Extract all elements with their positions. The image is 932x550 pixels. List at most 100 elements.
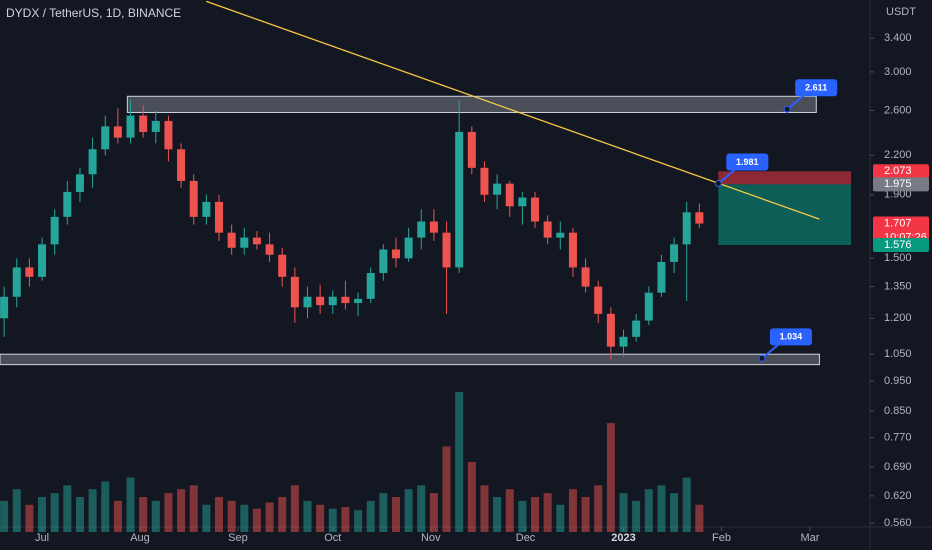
volume-bar: [391, 497, 400, 532]
x-tick-label: Jul: [35, 532, 49, 544]
x-tick-label: Dec: [516, 532, 536, 544]
callout-point: [758, 354, 766, 362]
volume-bar: [164, 493, 173, 532]
volume-bar: [25, 504, 34, 532]
candle-body: [38, 244, 47, 277]
candle-body: [0, 296, 9, 319]
candle-body: [101, 126, 110, 150]
x-tick-label: Feb: [712, 532, 731, 544]
y-tick-label: 2.200: [884, 149, 912, 161]
x-tick-label: Nov: [421, 532, 441, 544]
volume-bar: [619, 493, 628, 532]
zone: [126, 95, 817, 113]
callout-box: [769, 328, 812, 346]
volume-bar: [189, 485, 198, 532]
callout-point: [783, 105, 791, 113]
callout-box: [726, 153, 769, 171]
volume-bar: [177, 489, 186, 532]
candle-body: [151, 120, 160, 132]
y-tick-label: 0.850: [884, 405, 912, 417]
candle-body: [391, 249, 400, 259]
target-zone: [718, 184, 852, 246]
candle-body: [240, 237, 249, 248]
candle-body: [429, 221, 438, 233]
candle-body: [657, 261, 666, 293]
y-tick-label: 1.900: [884, 189, 912, 201]
candle-body: [202, 201, 211, 217]
x-tick-label: 2023: [611, 532, 635, 544]
callout-point: [714, 180, 722, 188]
stop-zone: [718, 171, 852, 185]
price-tag-label: 1.975: [884, 178, 912, 190]
x-tick-label: Aug: [130, 532, 150, 544]
y-tick-label: 0.950: [884, 375, 912, 387]
price-tag: [873, 177, 929, 192]
volume-bar: [404, 489, 413, 532]
volume-bar: [556, 504, 565, 532]
volume-bar: [543, 493, 552, 532]
candle-body: [543, 221, 552, 238]
volume-bar: [632, 500, 641, 532]
volume-bar: [101, 481, 110, 532]
price-tag: [873, 216, 929, 245]
volume-bar: [12, 489, 21, 532]
volume-bar: [316, 504, 325, 532]
volume-bar: [0, 500, 9, 532]
volume-bar: [518, 500, 527, 532]
volume-bar: [695, 504, 704, 532]
candle-body: [25, 267, 34, 277]
candle-body: [695, 212, 704, 224]
volume-bar: [227, 500, 236, 532]
y-axis-label: USDT: [886, 6, 916, 18]
price-tag: [873, 238, 929, 253]
candle-body: [177, 149, 186, 181]
candle-body: [568, 232, 577, 268]
volume-bar: [455, 392, 464, 532]
y-tick-label: 1.350: [884, 281, 912, 293]
volume-bar: [328, 508, 337, 532]
candle-body: [113, 126, 122, 138]
candle-body: [303, 296, 312, 308]
volume-bar: [505, 489, 514, 532]
x-tick-label: Sep: [228, 532, 248, 544]
candle-body: [556, 232, 565, 238]
y-tick-label: 1.050: [884, 348, 912, 360]
candle-body: [619, 336, 628, 347]
volume-bar: [670, 493, 679, 532]
volume-bar: [682, 477, 691, 532]
candle-body: [417, 221, 426, 238]
candle-body: [531, 197, 540, 222]
candle-body: [164, 120, 173, 150]
candle-body: [341, 296, 350, 304]
volume-bar: [417, 485, 426, 532]
x-tick-label: Oct: [324, 532, 341, 544]
candle-body: [290, 276, 299, 308]
volume-bar: [202, 504, 211, 532]
volume-bar: [341, 507, 350, 532]
callout-label: 1.981: [736, 157, 759, 167]
volume-bar: [531, 497, 540, 532]
chart-title: DYDX / TetherUS, 1D, BINANCE: [6, 6, 181, 20]
candle-body: [252, 237, 261, 245]
candle-body: [644, 292, 653, 321]
volume-bar: [63, 485, 72, 532]
candle-body: [366, 273, 375, 299]
candle-body: [278, 254, 287, 277]
candle-body: [594, 286, 603, 314]
candle-body: [63, 191, 72, 217]
candle-body: [12, 267, 21, 297]
volume-bar: [467, 462, 476, 532]
y-tick-label: 0.560: [884, 517, 912, 529]
price-tag-label: 1.707: [884, 217, 912, 229]
candle-body: [682, 212, 691, 245]
candle-body: [189, 180, 198, 217]
candle-body: [632, 320, 641, 337]
volume-bar: [240, 504, 249, 532]
candle-body: [670, 244, 679, 262]
candle-body: [126, 115, 135, 138]
volume-bar: [215, 497, 224, 532]
y-tick-label: 3.400: [884, 32, 912, 44]
callout-label: 1.034: [780, 332, 803, 342]
